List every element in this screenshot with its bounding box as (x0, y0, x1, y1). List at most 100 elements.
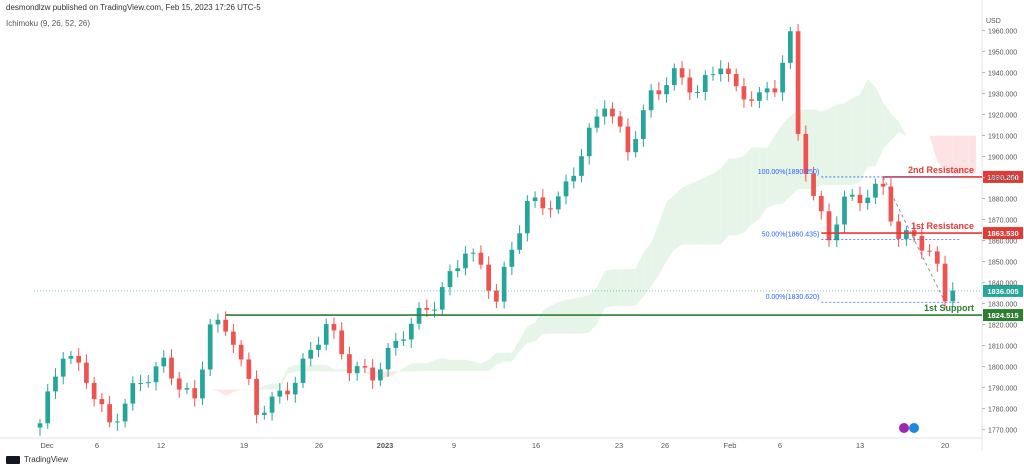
cloud-segment (883, 102, 891, 150)
candle (826, 211, 832, 241)
candle (764, 88, 770, 93)
candle (733, 73, 739, 87)
y-tick-label: 1820.000 (988, 323, 1017, 330)
cloud-segment (596, 271, 605, 325)
candle (648, 90, 654, 111)
candle (842, 196, 847, 225)
x-tick-label: Dec (40, 441, 54, 450)
cloud-segment (326, 365, 334, 372)
cloud-segment (929, 135, 938, 162)
candle (447, 271, 453, 288)
candle (741, 86, 747, 100)
candle (532, 197, 538, 202)
indicator-label[interactable]: Ichimoku (9, 26, 52, 26) (6, 19, 91, 28)
candle (811, 173, 816, 196)
cloud-segment (504, 352, 512, 362)
cloud-segment (952, 135, 961, 174)
candle (494, 290, 499, 302)
candle (803, 133, 809, 174)
cloud-segment (542, 305, 551, 335)
candle (192, 388, 198, 399)
cloud-segment (627, 268, 636, 307)
candle (586, 127, 592, 157)
candle (718, 68, 724, 75)
y-tick-label: 1830.000 (988, 302, 1017, 309)
candle (470, 252, 476, 254)
cloud-segment (419, 363, 427, 372)
cloud-segment (782, 115, 791, 204)
candle (37, 423, 43, 428)
candle (385, 347, 391, 370)
candle (347, 354, 352, 374)
candle (238, 344, 244, 360)
cloud-segment (457, 359, 466, 372)
candle (656, 90, 662, 95)
candle (277, 390, 283, 397)
level-label: 2nd Resistance (908, 165, 974, 175)
x-tick-label: 19 (240, 441, 248, 450)
candle (509, 249, 515, 267)
cloud-segment (844, 98, 853, 185)
y-tick-label: 1870.000 (988, 217, 1017, 224)
y-tick-label: 1960.000 (988, 28, 1017, 35)
level-price-tag (983, 170, 1023, 183)
cloud-segment (403, 363, 412, 372)
candles (37, 24, 956, 436)
cloud-segment (527, 322, 536, 344)
event-flag-icon (899, 423, 909, 433)
cloud-segment (859, 78, 868, 183)
candle (617, 116, 623, 127)
candle (169, 357, 174, 379)
level-label: 1st Resistance (911, 221, 974, 231)
cloud-segment (233, 389, 242, 393)
candle (161, 357, 167, 367)
cloud-segment (558, 299, 567, 334)
candle (362, 366, 368, 368)
x-tick-label: 2023 (377, 441, 394, 450)
x-tick-label: Feb (724, 441, 737, 450)
cloud-segment (589, 287, 597, 333)
candle (207, 324, 213, 370)
y-tick-label: 1850.000 (988, 260, 1017, 267)
candle (176, 378, 182, 390)
x-tick-label: 13 (856, 441, 864, 450)
y-tick-label: 1800.000 (988, 365, 1017, 372)
candle (602, 108, 608, 117)
fib-level-label: 0.00%(1830.620) (766, 294, 820, 301)
cloud-segment (968, 135, 976, 174)
candle (269, 396, 275, 413)
candle (524, 201, 530, 234)
cloud-segment (272, 383, 280, 390)
candle (687, 77, 693, 93)
candle (571, 175, 577, 182)
candle (68, 356, 74, 359)
cloud-segment (225, 389, 234, 396)
cloud-segment (643, 242, 652, 298)
candle (378, 369, 383, 381)
candle (84, 362, 89, 383)
candle (757, 92, 762, 101)
candle (408, 323, 414, 340)
candle (950, 290, 956, 302)
candle (401, 339, 406, 341)
candle (865, 197, 871, 204)
candle (393, 340, 399, 348)
cloud-segment (736, 156, 744, 236)
candle (200, 369, 205, 399)
y-tick-label: 1920.000 (988, 112, 1017, 119)
cloud-segment (411, 363, 420, 372)
y-tick-label: 1840.000 (988, 281, 1017, 288)
candle (223, 319, 229, 332)
cloud-segment (890, 113, 899, 141)
cloud-segment (852, 94, 860, 185)
cloud-segment (279, 367, 288, 390)
candle (795, 31, 801, 134)
cloud-segment (287, 365, 296, 374)
cloud-segment (140, 389, 149, 391)
candle (873, 183, 878, 198)
cloud-segment (867, 78, 876, 167)
publish-info: desmondlzw published on TradingView.com,… (6, 3, 261, 12)
x-tick-label: 16 (532, 441, 540, 450)
x-tick-label: 6 (778, 441, 782, 450)
